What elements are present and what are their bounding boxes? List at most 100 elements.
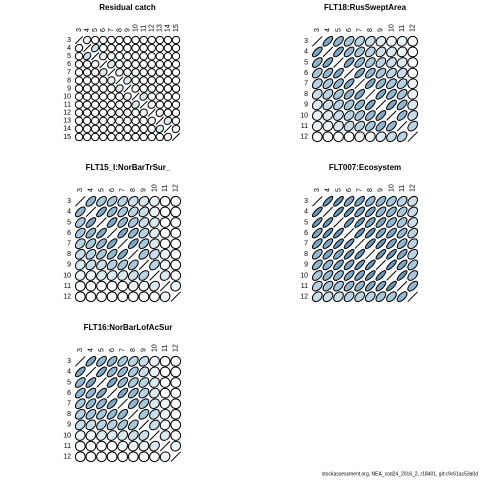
col-label: 3 bbox=[77, 348, 84, 352]
cell-ellipse bbox=[364, 217, 376, 228]
cell-ellipse bbox=[170, 248, 182, 260]
row-label: 11 bbox=[301, 283, 308, 290]
cell-ellipse bbox=[375, 280, 387, 292]
cell-ellipse bbox=[343, 88, 355, 100]
cell-ellipse bbox=[96, 387, 107, 399]
cell-ellipse bbox=[407, 35, 419, 47]
cell-ellipse bbox=[117, 238, 128, 249]
row-label: 9 bbox=[304, 262, 308, 269]
cell-ellipse bbox=[159, 280, 171, 292]
cell-ellipse bbox=[90, 100, 100, 109]
panel: FLT18:RusSweptArea3344556677889910101111… bbox=[300, 3, 419, 143]
row-label: 4 bbox=[304, 49, 308, 56]
row-label: 14 bbox=[63, 126, 71, 133]
cell-ellipse bbox=[311, 238, 323, 250]
cell-ellipse bbox=[386, 248, 397, 260]
cell-ellipse bbox=[155, 35, 165, 45]
cell-ellipse bbox=[147, 84, 156, 93]
row-label: 12 bbox=[300, 134, 308, 141]
cell-ellipse bbox=[322, 88, 334, 100]
cell-ellipse bbox=[333, 270, 344, 281]
cell-ellipse bbox=[159, 430, 171, 441]
cell-ellipse bbox=[115, 116, 124, 126]
cell-ellipse bbox=[82, 116, 92, 126]
cell-ellipse bbox=[131, 132, 140, 142]
cell-ellipse bbox=[386, 120, 397, 132]
cell-ellipse bbox=[171, 76, 181, 85]
cell-ellipse bbox=[123, 124, 132, 134]
cell-ellipse bbox=[375, 248, 387, 260]
cell-ellipse bbox=[127, 227, 139, 239]
cell-ellipse bbox=[117, 451, 129, 463]
cell-ellipse bbox=[85, 206, 97, 218]
cell-ellipse bbox=[117, 440, 129, 452]
cell-ellipse bbox=[138, 238, 150, 250]
cell-ellipse bbox=[127, 259, 139, 271]
cell-ellipse bbox=[85, 217, 97, 228]
cell-ellipse bbox=[127, 291, 139, 303]
cell-ellipse bbox=[375, 110, 387, 121]
col-label: 11 bbox=[140, 25, 147, 32]
cell-ellipse bbox=[171, 124, 181, 134]
cell-ellipse bbox=[354, 248, 366, 260]
col-label: 7 bbox=[357, 188, 364, 192]
cell-ellipse bbox=[343, 248, 355, 260]
cell-ellipse bbox=[74, 366, 86, 378]
cell-ellipse bbox=[333, 131, 344, 143]
cell-ellipse bbox=[115, 60, 124, 69]
col-label: 4 bbox=[88, 348, 95, 352]
panel: FLT16:NorBarLofAcSur33445566778899101011… bbox=[63, 323, 182, 463]
cell-ellipse bbox=[96, 248, 107, 260]
col-label: 6 bbox=[346, 28, 353, 32]
cell-ellipse bbox=[82, 84, 92, 93]
col-label: 5 bbox=[335, 28, 342, 32]
cell-ellipse bbox=[170, 270, 182, 281]
cell-ellipse bbox=[74, 419, 86, 431]
col-label: 6 bbox=[109, 188, 116, 192]
col-label: 10 bbox=[132, 24, 139, 32]
cell-ellipse bbox=[170, 259, 182, 271]
cell-ellipse bbox=[396, 46, 408, 58]
cell-ellipse bbox=[311, 110, 323, 121]
cell-ellipse bbox=[396, 291, 408, 303]
cell-ellipse bbox=[365, 249, 376, 260]
cell-ellipse bbox=[106, 451, 118, 463]
cell-ellipse bbox=[74, 51, 84, 61]
cell-ellipse bbox=[170, 408, 182, 420]
cell-ellipse bbox=[96, 227, 107, 239]
cell-ellipse bbox=[74, 238, 86, 250]
cell-ellipse bbox=[85, 430, 97, 441]
col-label: 10 bbox=[388, 184, 395, 192]
cell-ellipse bbox=[85, 195, 97, 207]
cell-ellipse bbox=[106, 398, 118, 410]
cell-ellipse bbox=[117, 206, 129, 218]
cell-ellipse bbox=[149, 366, 160, 378]
cell-ellipse bbox=[354, 99, 366, 111]
cell-ellipse bbox=[375, 217, 387, 228]
cell-ellipse bbox=[131, 116, 140, 126]
cell-ellipse bbox=[117, 430, 129, 441]
cell-ellipse bbox=[311, 280, 323, 292]
cell-ellipse bbox=[131, 43, 140, 53]
cell-ellipse bbox=[75, 356, 86, 367]
cell-ellipse bbox=[407, 217, 419, 228]
cell-ellipse bbox=[407, 110, 419, 121]
cell-ellipse bbox=[127, 451, 139, 463]
cell-ellipse bbox=[123, 60, 132, 69]
cell-ellipse bbox=[375, 67, 387, 79]
cell-ellipse bbox=[139, 60, 148, 69]
cell-ellipse bbox=[322, 280, 334, 292]
row-label: 6 bbox=[67, 61, 71, 68]
cell-ellipse bbox=[96, 440, 107, 452]
cell-ellipse bbox=[311, 227, 323, 239]
cell-ellipse bbox=[155, 124, 165, 134]
cell-ellipse bbox=[107, 68, 116, 77]
cell-ellipse bbox=[138, 259, 150, 271]
cell-ellipse bbox=[127, 270, 139, 281]
cell-ellipse bbox=[138, 280, 150, 292]
row-label: 11 bbox=[64, 101, 71, 108]
cell-ellipse bbox=[163, 84, 173, 93]
cell-ellipse bbox=[85, 387, 97, 399]
cell-ellipse bbox=[386, 67, 397, 79]
cell-ellipse bbox=[159, 227, 171, 239]
